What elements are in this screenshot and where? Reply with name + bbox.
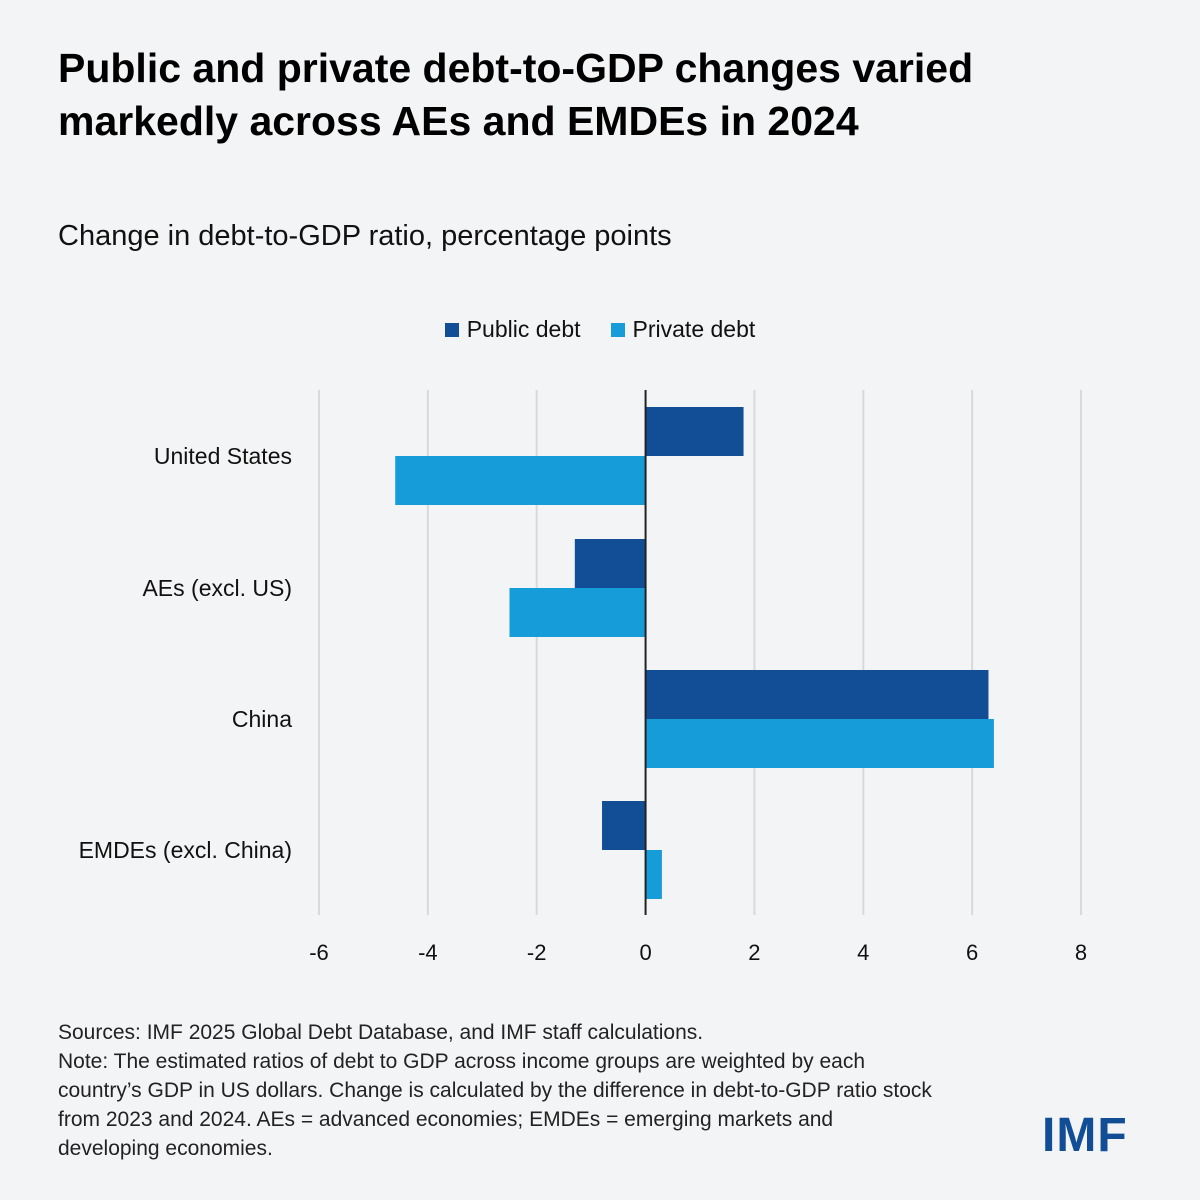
- category-label: China: [232, 706, 292, 732]
- legend-swatch-private: [610, 322, 625, 337]
- legend-item-public: Public debt: [444, 316, 581, 343]
- x-tick-label: 4: [857, 940, 869, 965]
- x-tick-label: -6: [309, 940, 329, 965]
- chart-title: Public and private debt-to-GDP changes v…: [58, 45, 974, 144]
- public-debt-bar: [574, 539, 646, 588]
- public-debt-bar: [645, 670, 989, 719]
- x-tick-label: 8: [1075, 940, 1087, 965]
- x-tick-label: 6: [966, 940, 978, 965]
- private-debt-bar: [509, 588, 646, 637]
- x-tick-label: -2: [527, 940, 547, 965]
- legend-swatch-public: [444, 322, 459, 337]
- category-label: United States: [154, 443, 292, 469]
- x-tick-label: 0: [639, 940, 651, 965]
- category-label: AEs (excl. US): [142, 575, 292, 601]
- x-tick-label: 2: [748, 940, 760, 965]
- private-debt-bar: [645, 850, 662, 899]
- public-debt-bar: [645, 407, 744, 456]
- sources-text: Sources: IMF 2025 Global Debt Database, …: [58, 1021, 704, 1044]
- legend-label-private: Private debt: [632, 316, 756, 342]
- category-label: EMDEs (excl. China): [79, 837, 292, 863]
- private-debt-bar: [395, 456, 646, 505]
- legend-item-private: Private debt: [610, 316, 756, 343]
- x-tick-label: -4: [418, 940, 438, 965]
- imf-logo: IMF: [1042, 1109, 1128, 1162]
- note-text: Note: The estimated ratios of debt to GD…: [58, 1050, 932, 1160]
- bar-chart: -6 -4 -2 0 2 4 6 8 United States AEs (excl. US) Ch…: [79, 390, 1087, 965]
- legend: Public debt Private debt: [0, 316, 1200, 343]
- public-debt-bar: [602, 801, 646, 850]
- legend-label-public: Public debt: [466, 316, 581, 342]
- chart-subtitle: Change in debt-to-GDP ratio, percentage …: [58, 220, 672, 252]
- footer: Sources: IMF 2025 Global Debt Database, …: [58, 1018, 938, 1163]
- private-debt-bar: [645, 719, 994, 768]
